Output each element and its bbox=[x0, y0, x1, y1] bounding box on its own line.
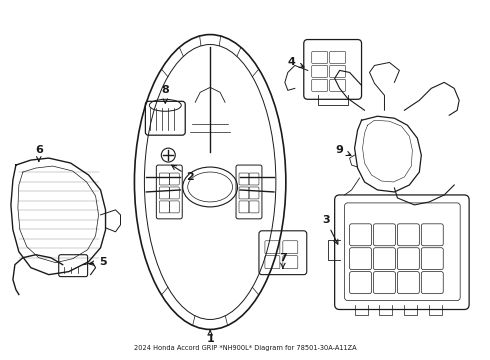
Text: 2: 2 bbox=[172, 165, 194, 182]
Text: 8: 8 bbox=[161, 85, 169, 103]
Text: 5: 5 bbox=[90, 257, 106, 267]
Text: 7: 7 bbox=[279, 253, 287, 268]
Text: 1: 1 bbox=[206, 330, 214, 345]
Text: 3: 3 bbox=[322, 215, 338, 244]
Text: 9: 9 bbox=[336, 145, 351, 156]
Text: 6: 6 bbox=[35, 145, 43, 161]
Text: 4: 4 bbox=[288, 58, 304, 68]
Text: 2024 Honda Accord GRIP *NH900L* Diagram for 78501-30A-A11ZA: 2024 Honda Accord GRIP *NH900L* Diagram … bbox=[134, 345, 356, 351]
